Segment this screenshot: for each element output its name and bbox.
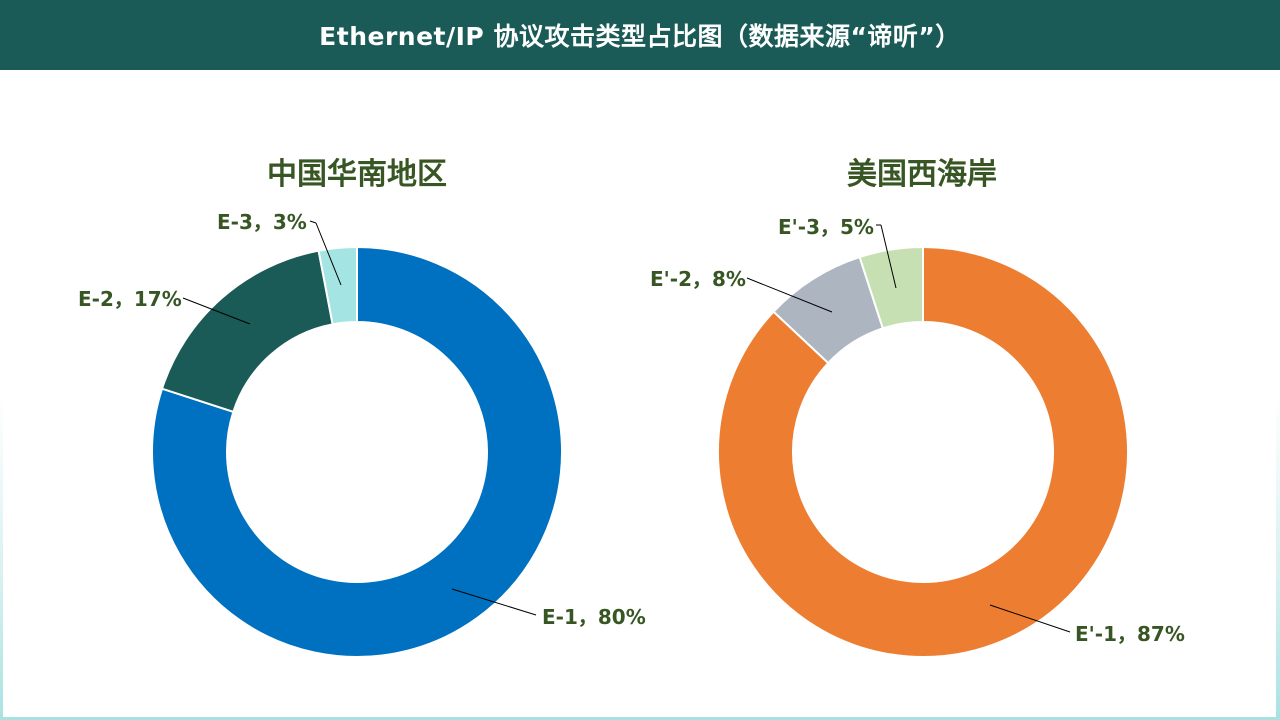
slice-label-e3: E-3，3% (217, 210, 307, 234)
donut-slice-1-2 (858, 245, 924, 330)
slice-label-e1: E-1，80% (542, 605, 646, 629)
donut-slice-0-1 (160, 249, 334, 414)
page-title: Ethernet/IP 协议攻击类型占比图（数据来源“谛听”） (319, 22, 961, 51)
leader-line-e1p (989, 604, 1071, 633)
leader-line-e2p (746, 277, 833, 313)
donut-right (717, 245, 1129, 658)
chart-title-left: 中国华南地区 (267, 157, 447, 192)
leader-line-e1 (451, 588, 537, 616)
chart-right: 美国西海岸 E'-1，87% E'-2，8% E'-3，5% (650, 157, 1185, 658)
leader-line-e3 (315, 222, 342, 286)
chart-left: 中国华南地区 E-1，80% E-2，17% E-3，3% (78, 157, 646, 658)
donut-slice-0-0 (151, 245, 563, 658)
donut-left (151, 245, 563, 658)
slice-label-e2p: E'-2，8% (650, 267, 746, 291)
chart-title-right: 美国西海岸 (847, 157, 997, 192)
donut-slice-0-2 (317, 245, 358, 326)
leader-line-e2 (182, 297, 251, 325)
slice-label-e1p: E'-1，87% (1075, 622, 1185, 646)
slice-label-e2: E-2，17% (78, 287, 182, 311)
header-bar: Ethernet/IP 协议攻击类型占比图（数据来源“谛听”） (0, 0, 1280, 70)
leader-line-e3p (880, 224, 897, 289)
slice-label-e3p: E'-3，5% (778, 215, 874, 239)
donut-slice-1-0 (717, 245, 1129, 658)
